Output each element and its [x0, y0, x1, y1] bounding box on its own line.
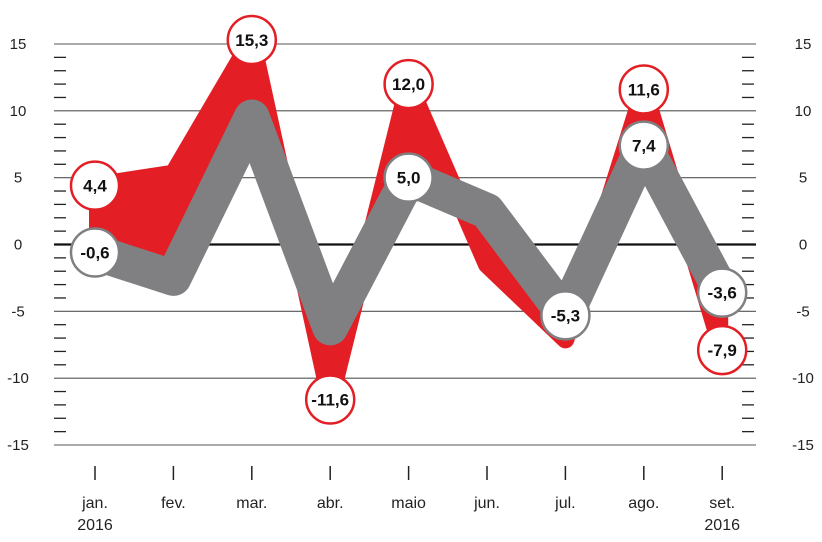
red-data-label: 12,0: [392, 75, 425, 94]
y-axis-left: 15 10 5 0 -5 -10 -15: [7, 36, 29, 454]
y-tick-label-left: 0: [14, 237, 22, 254]
x-tick-label: jun.: [473, 495, 500, 512]
x-tick-label: jul.: [554, 495, 575, 512]
y-tick-label-left: -15: [7, 437, 29, 454]
x-tick-label: abr.: [317, 495, 344, 512]
red-data-label: 11,6: [628, 80, 660, 99]
y-tick-label-right: -15: [792, 437, 814, 454]
x-tick-label: mar.: [236, 495, 267, 512]
red-data-label: -7,9: [708, 341, 737, 360]
gray-point-marker: [540, 290, 591, 341]
y-tick-label-right: -10: [792, 370, 814, 387]
y-tick-label-left: -10: [7, 370, 29, 387]
gray-point-marker: [618, 120, 670, 171]
gray-data-label: -5,3: [551, 306, 580, 325]
gray-point-marker: [696, 267, 748, 318]
x-axis: jan. 2016 fev. mar. abr. maio jun. jul. ago. set.…: [77, 466, 740, 534]
value-markers: 4,4 15,3 -11,6 12,0 11,6 -7,9 -0,6 5,0 -5,3 7,4 -3…: [69, 14, 748, 425]
gray-point-marker: [383, 152, 434, 203]
gray-data-label: 5,0: [397, 169, 421, 188]
y-tick-label-right: 0: [799, 237, 807, 254]
red-point-marker: [304, 374, 356, 425]
red-point-marker: [69, 160, 121, 211]
x-tick-sublabel: 2016: [77, 517, 113, 534]
x-tick-label: ago.: [628, 495, 659, 512]
red-point-marker: [383, 58, 434, 110]
red-data-label: 4,4: [83, 177, 107, 196]
y-tick-label-left: -5: [11, 303, 24, 320]
y-tick-label-right: -5: [796, 303, 809, 320]
y-tick-label-right: 5: [799, 170, 807, 187]
x-tick-label: jan.: [81, 495, 108, 512]
y-axis-right: 15 10 5 0 -5 -10 -15: [792, 36, 814, 454]
x-tick-label: fev.: [161, 495, 186, 512]
red-point-marker: [226, 14, 278, 66]
y-tick-label-left: 15: [10, 36, 27, 53]
y-tick-label-left: 5: [14, 170, 22, 187]
x-tick-label: set.: [709, 495, 735, 512]
red-point-marker: [618, 64, 670, 115]
gray-data-label: 7,4: [632, 137, 656, 156]
red-data-label: -11,6: [311, 391, 349, 410]
red-data-label: 15,3: [235, 31, 268, 50]
gray-data-label: -3,6: [708, 284, 737, 303]
x-tick-sublabel: 2016: [704, 517, 740, 534]
x-tick-label: maio: [391, 495, 426, 512]
y-tick-label-right: 10: [795, 103, 812, 120]
gray-point-marker: [69, 227, 121, 278]
gray-data-label: -0,6: [80, 244, 109, 263]
y-tick-label-left: 10: [10, 103, 27, 120]
y-tick-label-right: 15: [795, 36, 812, 53]
red-point-marker: [696, 324, 748, 376]
